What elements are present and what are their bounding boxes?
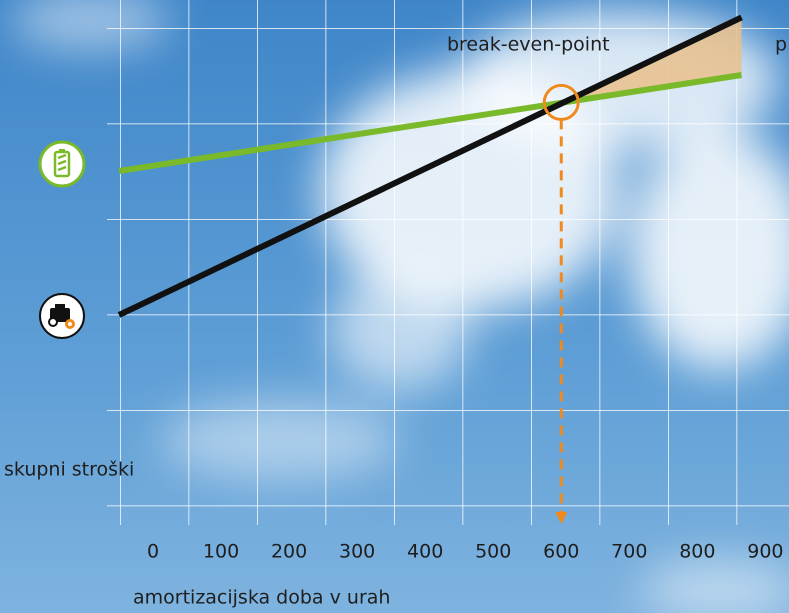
series-line	[118, 72, 743, 174]
x-tick-label: 0	[147, 541, 159, 563]
plot-area: 0 100 200 300 400 500 600 700 800 900	[117, 14, 784, 563]
battery-icon	[38, 140, 86, 188]
x-tick-label: 600	[543, 541, 579, 563]
series-line	[117, 14, 743, 318]
x-tick-label: 800	[679, 541, 715, 563]
x-tick-label: 500	[475, 541, 511, 563]
break-even-label: break-even-point	[447, 34, 610, 56]
break-even-arrow	[555, 512, 568, 524]
x-tick-label: 200	[271, 541, 307, 563]
engine-icon	[39, 293, 85, 339]
x-tick-label: 300	[339, 541, 375, 563]
x-tick-label: 400	[407, 541, 443, 563]
x-tick-label: 100	[203, 541, 239, 563]
savings-label: p	[775, 34, 787, 56]
x-tick-label: 700	[611, 541, 647, 563]
break-even-circle	[542, 83, 580, 121]
x-tick-label: 900	[747, 541, 783, 563]
x-axis-label: amortizacijska doba v urah	[133, 587, 390, 609]
y-axis-label: skupni stroški	[4, 459, 134, 481]
